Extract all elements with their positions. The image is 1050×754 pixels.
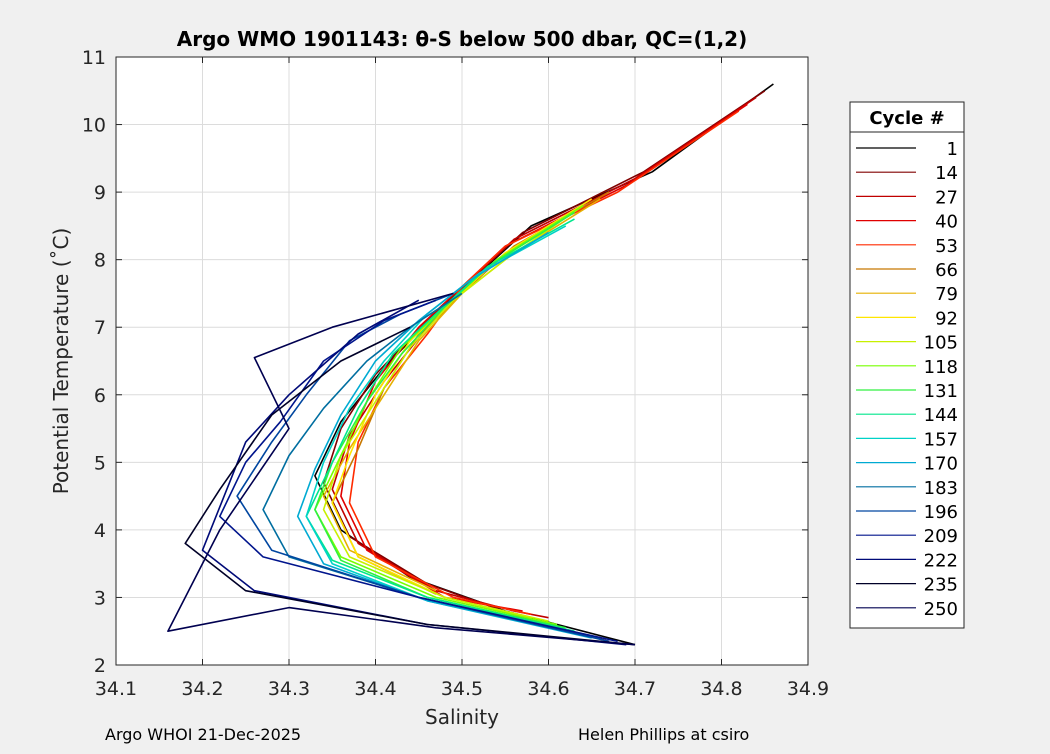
series-line-cycle-105 xyxy=(322,204,584,622)
legend: Cycle #1 14 27 40 53 66 79 92 105 118 131 144 157 170… xyxy=(849,101,965,629)
legend-label-92: 92 xyxy=(935,308,958,329)
y-tick-label: 11 xyxy=(82,47,106,69)
x-tick-label: 34.8 xyxy=(700,678,742,700)
legend-label-250: 250 xyxy=(924,599,958,620)
series-line-cycle-250 xyxy=(167,292,636,646)
y-tick-label: 2 xyxy=(94,655,106,677)
legend-label-144: 144 xyxy=(924,405,958,426)
series-line-cycle-144 xyxy=(305,218,575,632)
legend-label-14: 14 xyxy=(935,163,958,184)
legend-label-79: 79 xyxy=(935,284,958,305)
x-tick-label: 34.3 xyxy=(268,678,310,700)
legend-label-1: 1 xyxy=(947,139,958,160)
series-line-cycle-14 xyxy=(322,90,766,643)
series-line-cycle-27 xyxy=(331,96,757,619)
series-line-cycle-235 xyxy=(184,326,636,646)
x-tick-label: 34.4 xyxy=(354,678,396,700)
x-tick-label: 34.9 xyxy=(787,678,829,700)
footer-right-note: Helen Phillips at csiro xyxy=(578,725,750,744)
grid xyxy=(116,57,808,665)
x-tick-label: 34.5 xyxy=(441,678,483,700)
legend-label-235: 235 xyxy=(924,575,958,596)
x-tick-label: 34.6 xyxy=(527,678,569,700)
legend-title: Cycle # xyxy=(869,108,944,129)
axis-ticks: 34.1 34.2 34.3 34.4 34.5 34.6 34.7 34.8 34.9 2 3 4 5… xyxy=(82,47,829,700)
y-tick-label: 5 xyxy=(94,452,106,474)
y-tick-label: 4 xyxy=(94,520,106,542)
y-axis-label: Potential Temperature (˚C) xyxy=(49,228,73,495)
y-tick-label: 10 xyxy=(82,115,106,137)
x-axis-label: Salinity xyxy=(425,705,499,729)
x-tick-label: 34.1 xyxy=(95,678,137,700)
legend-label-53: 53 xyxy=(935,236,958,257)
legend-label-209: 209 xyxy=(924,526,958,547)
legend-label-170: 170 xyxy=(924,454,958,475)
legend-label-27: 27 xyxy=(935,187,958,208)
legend-label-131: 131 xyxy=(924,381,958,402)
legend-label-196: 196 xyxy=(924,502,958,523)
y-tick-label: 8 xyxy=(94,250,106,272)
legend-label-66: 66 xyxy=(935,260,958,281)
x-tick-label: 34.7 xyxy=(614,678,656,700)
legend-label-157: 157 xyxy=(924,429,958,450)
series-line-cycle-92 xyxy=(331,198,593,619)
footer-left-note: Argo WHOI 21-Dec-2025 xyxy=(105,725,302,744)
legend-box xyxy=(849,101,965,629)
legend-label-40: 40 xyxy=(935,212,958,233)
y-tick-label: 9 xyxy=(94,182,106,204)
y-tick-label: 3 xyxy=(94,587,106,609)
series-line-cycle-170 xyxy=(296,231,592,639)
x-tick-label: 34.2 xyxy=(181,678,223,700)
series-line-cycle-209 xyxy=(219,299,618,643)
y-tick-label: 6 xyxy=(94,385,106,407)
legend-label-118: 118 xyxy=(924,357,958,378)
chart-title: Argo WMO 1901143: θ-S below 500 dbar, QC… xyxy=(177,27,747,51)
series-group xyxy=(167,83,774,646)
y-tick-label: 7 xyxy=(94,317,106,339)
legend-label-183: 183 xyxy=(924,478,958,499)
legend-label-222: 222 xyxy=(924,550,958,571)
series-line-cycle-196 xyxy=(236,292,610,643)
legend-label-105: 105 xyxy=(924,333,958,354)
